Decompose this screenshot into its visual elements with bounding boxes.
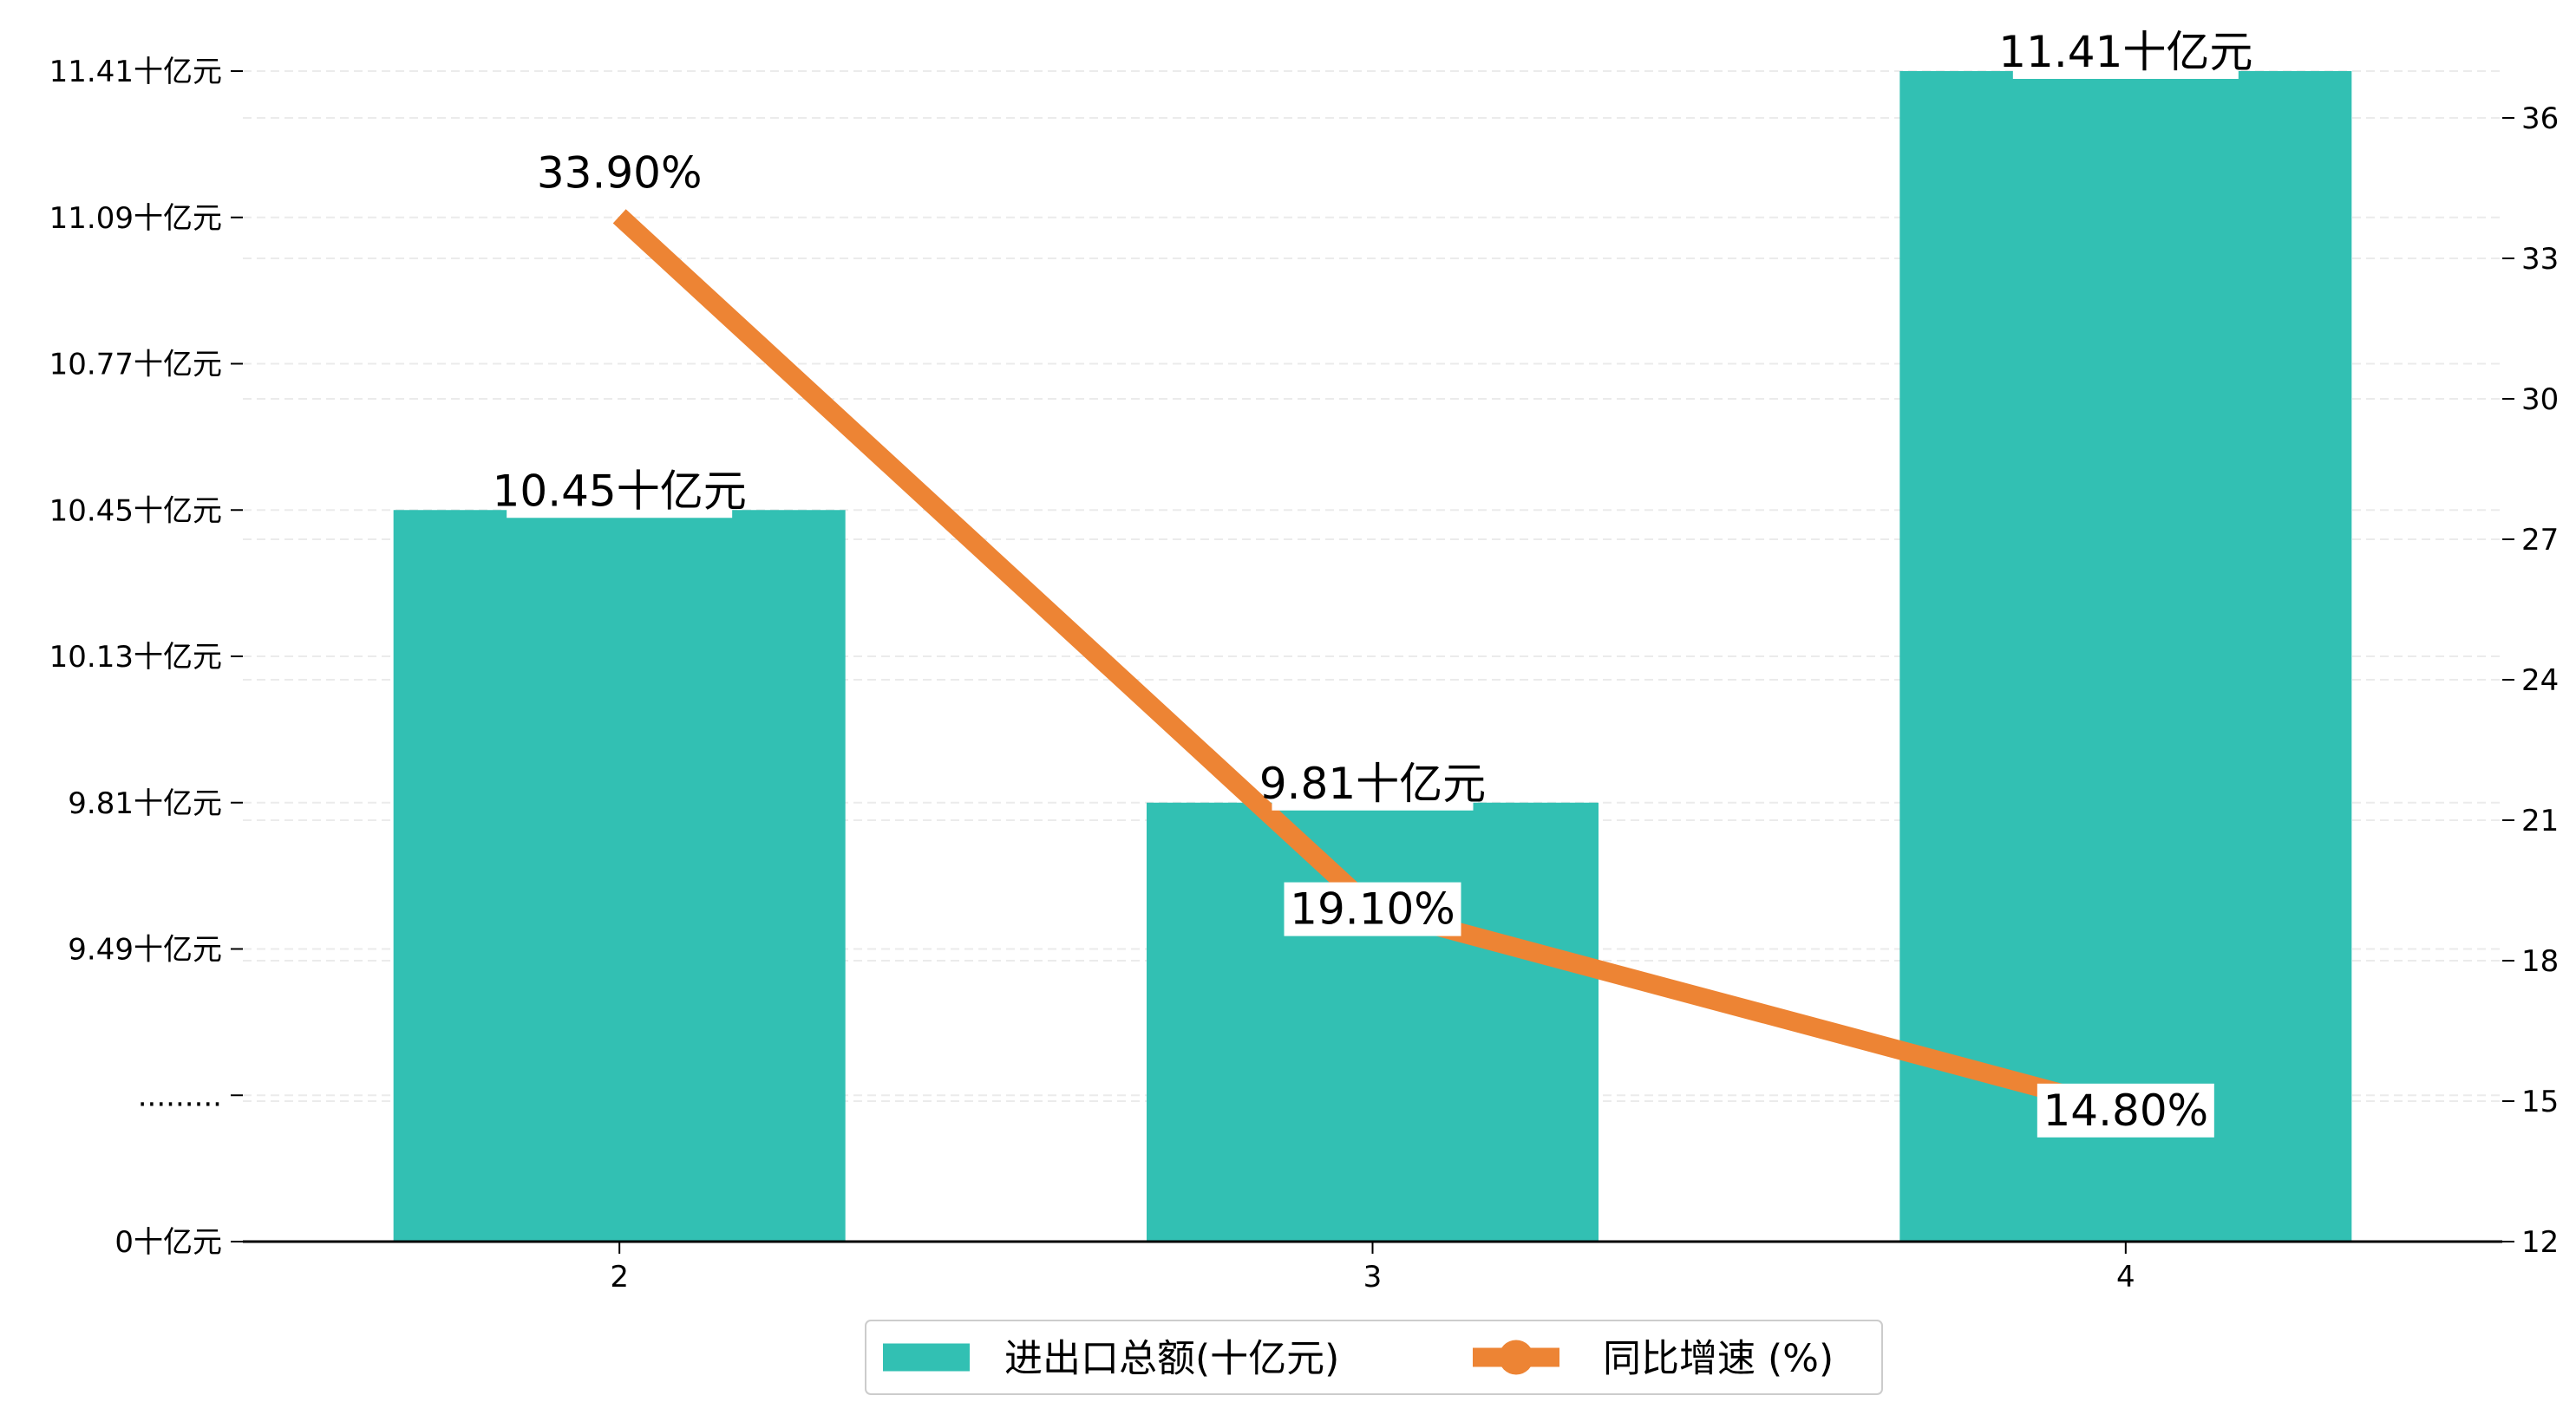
legend-line-marker: [1499, 1340, 1533, 1375]
bar-series: [393, 71, 2352, 1242]
bar-value-label: 11.41十亿元: [1998, 25, 2252, 79]
legend-box: [865, 1320, 1883, 1395]
left-tick-label: .........: [138, 1079, 222, 1113]
bar-value-label-text: 11.41十亿元: [1998, 27, 2252, 77]
left-tick-label: 9.81十亿元: [68, 786, 222, 821]
line-value-label-text: 14.80%: [2043, 1086, 2209, 1136]
right-tick-label: 33: [2521, 242, 2559, 277]
bar-value-label: 10.45十亿元: [493, 464, 747, 518]
bar-value-label-text: 10.45十亿元: [493, 466, 747, 516]
legend-line-label: 同比增速 (%): [1603, 1337, 1834, 1381]
line-value-label: 19.10%: [1284, 882, 1461, 936]
line-value-label-text: 19.10%: [1290, 884, 1455, 935]
right-tick-label: 27: [2521, 523, 2559, 558]
left-tick-label: 11.09十亿元: [49, 201, 222, 236]
left-tick-label: 9.49十亿元: [68, 933, 222, 968]
left-tick-label: 0十亿元: [114, 1225, 222, 1260]
line-value-label-bg: [531, 146, 709, 200]
bar-value-label: 9.81十亿元: [1259, 756, 1486, 811]
x-tick-label: 2: [610, 1260, 629, 1294]
legend-bar-swatch: [883, 1343, 970, 1372]
left-tick-label: 10.77十亿元: [49, 348, 222, 382]
bar: [393, 510, 846, 1242]
right-tick-label: 15: [2521, 1085, 2559, 1119]
right-tick-label: 12: [2521, 1225, 2559, 1260]
bar: [1147, 802, 1599, 1242]
bar-value-label-bg: [2012, 25, 2239, 79]
left-tick-label: 10.13十亿元: [49, 640, 222, 675]
right-tick-label: 30: [2521, 382, 2559, 417]
right-tick-label: 24: [2521, 663, 2559, 698]
line-labels: 33.90% 19.10% 14.80%: [531, 146, 2214, 1138]
line-value-label-text: 33.90%: [537, 147, 703, 198]
axes: 0十亿元......... 9.49十亿元 9.81十亿元 10.13十亿元 10.45…: [49, 55, 2560, 1294]
left-tick-label: 11.41十亿元: [49, 55, 222, 89]
right-tick-label: 21: [2521, 804, 2559, 838]
right-tick-label: 18: [2521, 944, 2559, 979]
bar-value-label-bg: [1272, 756, 1474, 811]
line-value-label-bg: [2037, 1083, 2214, 1138]
legend: 进出口总额(十亿元) 同比增速 (%): [865, 1320, 1883, 1395]
bar-labels: 10.45十亿元 9.81十亿元 11.41十亿元: [493, 25, 2252, 811]
bar: [1899, 71, 2352, 1242]
legend-bar-label: 进出口总额(十亿元): [1004, 1337, 1339, 1381]
x-tick-label: 3: [1363, 1260, 1383, 1294]
x-tick-label: 4: [2116, 1260, 2135, 1294]
bar-value-label-bg: [507, 464, 733, 518]
left-tick-label: 10.45十亿元: [49, 493, 222, 528]
bar-value-label-text: 9.81十亿元: [1259, 759, 1486, 809]
line-value-label-bg: [1284, 882, 1461, 936]
right-tick-label: 36: [2521, 101, 2559, 136]
line-value-label: 14.80%: [2037, 1083, 2214, 1138]
line-value-label: 33.90%: [531, 146, 709, 200]
